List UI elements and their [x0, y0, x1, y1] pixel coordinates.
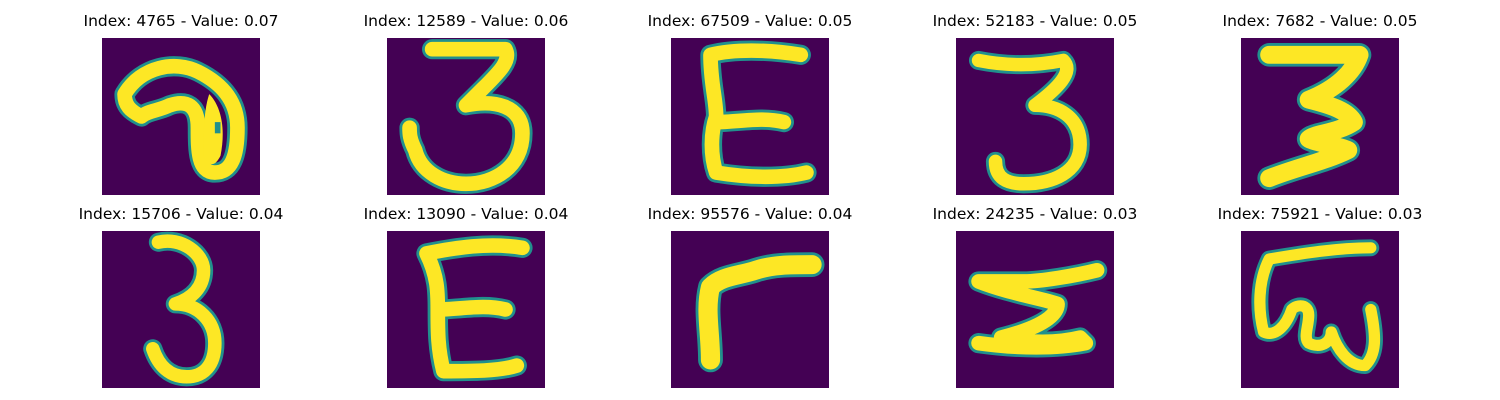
- digit-image-12589: [387, 38, 545, 195]
- panel-5: Index: 7682 - Value: 0.05: [1210, 12, 1430, 202]
- panel-6: Index: 15706 - Value: 0.04: [71, 205, 291, 395]
- digit-image-67509: [671, 38, 829, 195]
- panel-title: Index: 52183 - Value: 0.05: [932, 12, 1138, 30]
- digit-image-24235: [956, 231, 1114, 388]
- panel-2: Index: 12589 - Value: 0.06: [356, 12, 576, 202]
- digit-image-4765: [102, 38, 260, 195]
- panel-title: Index: 15706 - Value: 0.04: [78, 205, 284, 223]
- panel-title: Index: 75921 - Value: 0.03: [1217, 205, 1423, 223]
- panel-title: Index: 12589 - Value: 0.06: [363, 12, 569, 30]
- panel-title: Index: 24235 - Value: 0.03: [932, 205, 1138, 223]
- panel-7: Index: 13090 - Value: 0.04: [356, 205, 576, 395]
- panel-10: Index: 75921 - Value: 0.03: [1210, 205, 1430, 395]
- digit-image-95576: [671, 231, 829, 388]
- panel-title: Index: 4765 - Value: 0.07: [83, 12, 279, 30]
- panel-9: Index: 24235 - Value: 0.03: [925, 205, 1145, 395]
- digit-image-52183: [956, 38, 1114, 195]
- panel-1: Index: 4765 - Value: 0.07: [71, 12, 291, 202]
- panel-3: Index: 67509 - Value: 0.05: [640, 12, 860, 202]
- digit-image-13090: [387, 231, 545, 388]
- panel-title: Index: 13090 - Value: 0.04: [363, 205, 569, 223]
- panel-title: Index: 95576 - Value: 0.04: [647, 205, 853, 223]
- digit-image-75921: [1241, 231, 1399, 388]
- panel-title: Index: 67509 - Value: 0.05: [647, 12, 853, 30]
- digit-image-15706: [102, 231, 260, 388]
- panel-8: Index: 95576 - Value: 0.04: [640, 205, 860, 395]
- digit-image-7682: [1241, 38, 1399, 195]
- panel-title: Index: 7682 - Value: 0.05: [1222, 12, 1418, 30]
- panel-4: Index: 52183 - Value: 0.05: [925, 12, 1145, 202]
